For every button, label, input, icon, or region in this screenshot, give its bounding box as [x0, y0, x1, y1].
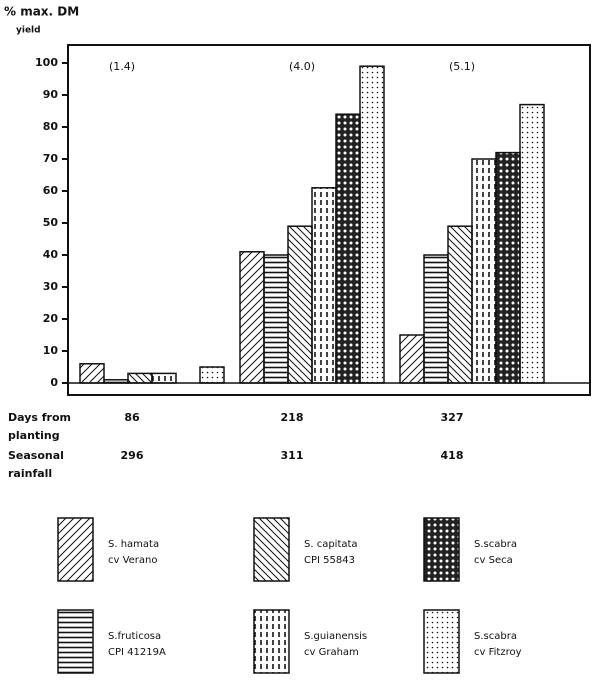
legend-label: cv Graham	[304, 647, 359, 658]
x-category-label: 218	[281, 411, 304, 424]
y-tick-label: 0	[50, 376, 58, 389]
y-axis-label: % max. DM	[4, 5, 79, 19]
legend-label: cv Seca	[474, 555, 513, 566]
y-tick-label: 80	[43, 120, 59, 133]
y-tick-label: 20	[43, 312, 59, 325]
x-category-label: 86	[124, 411, 140, 424]
legend-label: S.guianensis	[304, 631, 367, 642]
annotation: (4.0)	[289, 60, 315, 73]
row-label: rainfall	[8, 467, 52, 480]
bar	[447, 225, 473, 384]
bar	[239, 251, 265, 384]
bar	[335, 113, 361, 384]
y-tick-label: 30	[43, 280, 59, 293]
annotation: (1.4)	[109, 60, 135, 73]
legend-label: S. capitata	[304, 539, 358, 550]
legend-swatch	[57, 517, 94, 582]
x-category-label: 327	[441, 411, 464, 424]
y-tick-label: 10	[43, 344, 59, 357]
bar	[359, 65, 385, 384]
legend-label: cv Verano	[108, 555, 158, 566]
legend-label: S.scabra	[474, 631, 517, 642]
y-tick-label: 40	[43, 248, 59, 261]
bar	[399, 334, 425, 384]
bar	[471, 158, 497, 384]
y-tick-label: 90	[43, 88, 59, 101]
legend-label: S. hamata	[108, 539, 159, 550]
bar	[199, 366, 225, 384]
legend-label: cv Fitzroy	[474, 647, 522, 658]
y-tick-label: 50	[43, 216, 59, 229]
annotation: (5.1)	[449, 60, 475, 73]
legend-label: S.scabra	[474, 539, 517, 550]
legend-label: S.fruticosa	[108, 631, 161, 642]
legend-label: CPI 55843	[304, 555, 355, 566]
y-tick-label: 70	[43, 152, 59, 165]
plot-frame	[67, 44, 591, 396]
legend-swatch	[253, 609, 290, 674]
legend-label: CPI 41219A	[108, 647, 166, 658]
bar	[263, 254, 289, 384]
row-label: Days from	[8, 411, 71, 424]
bar	[103, 379, 129, 384]
bar	[519, 103, 545, 384]
rainfall-label: 296	[121, 449, 144, 462]
legend-swatch	[423, 609, 460, 674]
bar	[287, 225, 313, 384]
rainfall-label: 311	[281, 449, 304, 462]
bar	[495, 151, 521, 384]
row-label: planting	[8, 429, 60, 442]
y-tick-label: 100	[35, 56, 58, 69]
legend-swatch	[253, 517, 290, 582]
rainfall-label: 418	[441, 449, 464, 462]
bar	[79, 363, 105, 384]
legend-swatch	[57, 609, 94, 674]
bar	[423, 254, 449, 384]
y-axis-label: yield	[16, 26, 41, 36]
row-label: Seasonal	[8, 449, 64, 462]
bar	[151, 372, 177, 384]
bar	[127, 372, 153, 384]
bar	[311, 187, 337, 384]
legend-swatch	[423, 517, 460, 582]
y-tick-label: 60	[43, 184, 59, 197]
